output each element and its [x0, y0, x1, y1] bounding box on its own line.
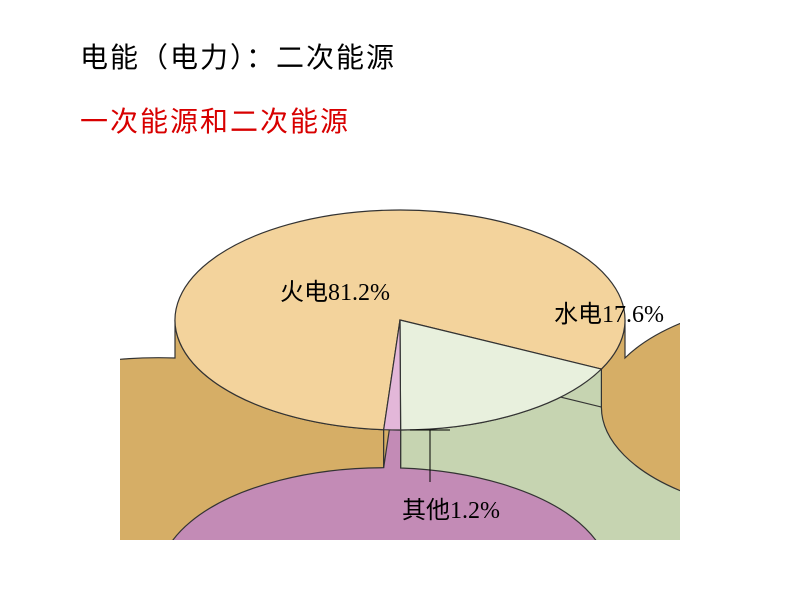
label-other: 其他1.2%	[402, 490, 500, 525]
label-thermal: 火电81.2%	[280, 272, 390, 307]
pie-chart-svg	[120, 180, 680, 540]
slide: 电能（电力）：二次能源 一次能源和二次能源 火电81.2% 水电17.6% 其他…	[0, 0, 800, 600]
label-hydro: 水电17.6%	[554, 294, 664, 329]
page-subtitle: 一次能源和二次能源	[80, 100, 350, 140]
page-title: 电能（电力）：二次能源	[80, 36, 396, 76]
pie-chart: 火电81.2% 水电17.6% 其他1.2%	[120, 180, 680, 540]
